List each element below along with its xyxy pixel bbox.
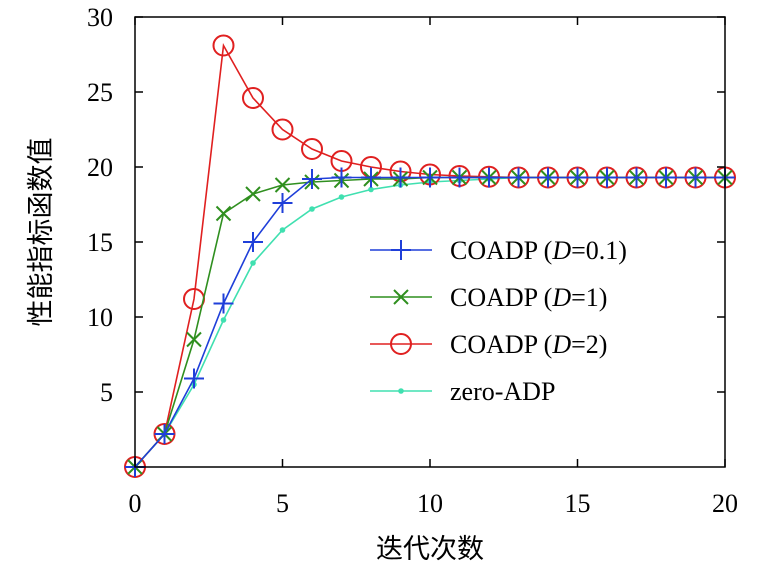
plot-frame bbox=[134, 16, 726, 468]
legend-label: COADP (D=1) bbox=[450, 283, 607, 312]
y-tick-label: 25 bbox=[87, 78, 113, 107]
series-x bbox=[127, 169, 733, 475]
data-point bbox=[250, 260, 256, 266]
data-point bbox=[245, 186, 261, 202]
data-point bbox=[274, 177, 291, 193]
y-tick-label: 30 bbox=[87, 3, 113, 32]
data-point bbox=[331, 167, 352, 188]
legend-marker bbox=[390, 333, 412, 355]
data-point bbox=[309, 206, 315, 212]
data-point bbox=[338, 194, 345, 200]
legend-item: COADP (D=2) bbox=[370, 330, 607, 359]
legend-label: COADP (D=0.1) bbox=[450, 236, 627, 265]
tick-labels: 0 5 10 15 20 5 10 15 20 25 30 bbox=[87, 3, 738, 518]
data-point bbox=[243, 232, 263, 252]
legend-item: COADP (D=0.1) bbox=[370, 236, 627, 265]
x-axis-label: 迭代次数 bbox=[376, 534, 484, 565]
data-point bbox=[242, 87, 264, 109]
data-point bbox=[186, 331, 202, 348]
legend-label-suffix: =2) bbox=[571, 330, 607, 359]
data-point bbox=[272, 193, 293, 213]
legend-label-italic: D bbox=[551, 330, 571, 359]
series-circle bbox=[124, 34, 736, 478]
data-point bbox=[538, 167, 558, 188]
legend-label-text: COADP ( bbox=[450, 283, 552, 312]
data-point bbox=[479, 167, 499, 188]
data-point bbox=[597, 167, 617, 188]
series-line bbox=[134, 42, 725, 468]
legend-label-italic: D bbox=[551, 283, 571, 312]
y-tick-label: 5 bbox=[100, 378, 113, 407]
legend-item: COADP (D=1) bbox=[370, 283, 607, 312]
y-axis-label: 性能指标函数值 bbox=[26, 138, 57, 327]
series-plus bbox=[125, 167, 735, 477]
data-point bbox=[302, 169, 322, 189]
data-point bbox=[685, 167, 706, 188]
legend-label-text: COADP ( bbox=[450, 330, 552, 359]
data-point bbox=[279, 227, 286, 233]
y-tick-label: 20 bbox=[87, 153, 113, 182]
data-point bbox=[420, 167, 440, 188]
legend-label: zero-ADP bbox=[450, 377, 555, 406]
data-point bbox=[508, 167, 529, 188]
legend-marker bbox=[391, 240, 411, 260]
x-tick-label: 15 bbox=[565, 489, 591, 518]
data-point bbox=[220, 317, 227, 323]
legend-marker bbox=[398, 388, 404, 394]
legend-label: COADP (D=2) bbox=[450, 330, 607, 359]
data-point bbox=[271, 118, 294, 141]
data-point bbox=[213, 293, 234, 314]
x-tick-label: 10 bbox=[417, 489, 443, 518]
data-point bbox=[154, 424, 175, 444]
data-point bbox=[390, 167, 411, 188]
legend-label-suffix: =1) bbox=[571, 283, 607, 312]
data-point bbox=[212, 34, 235, 57]
data-point bbox=[301, 138, 323, 160]
axis-ticks bbox=[134, 16, 726, 467]
data-point bbox=[184, 368, 204, 389]
data-point bbox=[656, 167, 676, 188]
series-layer bbox=[124, 34, 736, 478]
legend: COADP (D=0.1)COADP (D=1)COADP (D=2)zero-… bbox=[370, 236, 627, 406]
data-point bbox=[626, 167, 647, 188]
data-point bbox=[215, 205, 232, 222]
data-point bbox=[449, 167, 470, 188]
y-tick-label: 10 bbox=[87, 303, 113, 332]
data-point bbox=[368, 186, 374, 193]
data-point bbox=[361, 167, 381, 188]
y-tick-label: 15 bbox=[87, 228, 113, 257]
legend-label-text: COADP ( bbox=[450, 236, 552, 265]
data-point bbox=[567, 167, 588, 188]
x-tick-label: 20 bbox=[712, 489, 738, 518]
x-tick-label: 5 bbox=[276, 489, 289, 518]
x-tick-label: 0 bbox=[129, 489, 142, 518]
legend-label-italic: D bbox=[551, 236, 571, 265]
legend-label-text: zero-ADP bbox=[450, 377, 555, 406]
legend-item: zero-ADP bbox=[370, 377, 555, 406]
legend-label-suffix: =0.1) bbox=[571, 236, 627, 265]
legend-marker bbox=[393, 289, 409, 305]
